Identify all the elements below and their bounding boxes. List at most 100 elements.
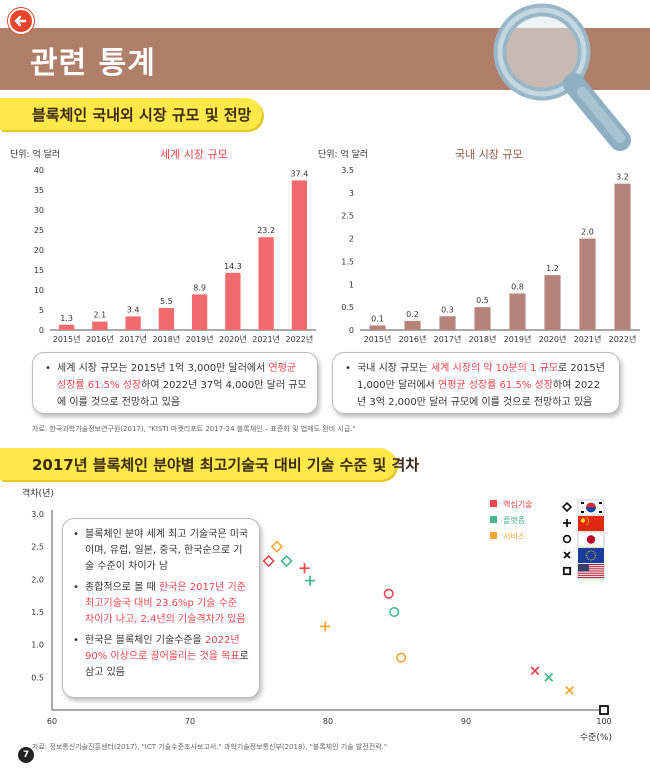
- x-tick-label: 90: [461, 717, 471, 726]
- square-marker: [599, 705, 609, 715]
- page-title: 관련 통계: [30, 46, 156, 81]
- tech-note-text-3-end: 로 삼고 있음: [85, 651, 249, 678]
- taegeuk-top: [586, 502, 596, 508]
- usa-flag-icon: [577, 563, 605, 580]
- bar-value-label: 0.8: [511, 282, 524, 291]
- bar-value-label: 3.2: [616, 173, 629, 182]
- back-button[interactable]: [8, 8, 34, 34]
- plus-marker: [305, 575, 316, 586]
- domestic-note-item: 국내 시장 규모는 세계 시장의 약 10분의 1 규모로 2015년 1,00…: [345, 360, 609, 411]
- flag-canton: [578, 564, 589, 572]
- diamond-marker: [561, 501, 573, 513]
- domestic-chart-title: 국내 시장 규모: [455, 148, 523, 161]
- magnifier-icon: [493, 3, 631, 151]
- y-tick-label: 3: [349, 189, 354, 198]
- tech-note-text-1: 블록체인 분야 세계 최고 기술국은 미국이며, 유럽, 일본, 중국, 한국순…: [85, 529, 249, 572]
- y-tick-label: 0.5: [341, 303, 354, 312]
- x-tick-label: 2017년: [434, 334, 462, 344]
- x-tick-label: 80: [323, 717, 333, 726]
- eu-star: [588, 558, 590, 560]
- source-note-1: 자료: 한국과학기술정보연구원(2017), "KISTI 마켓리포트 2017…: [32, 425, 356, 433]
- bar: [579, 238, 596, 330]
- small-star: [587, 521, 590, 524]
- world-note-highlight: 연평균 성장률 61.5% 성장: [57, 363, 297, 391]
- y-tick-label: 40: [34, 166, 44, 175]
- big-star: [580, 518, 586, 523]
- x-tick-label: 70: [185, 717, 195, 726]
- bar: [614, 183, 631, 330]
- y-tick-label: 1.5: [341, 257, 354, 266]
- y-tick-label: 3.5: [341, 166, 354, 175]
- eu-star: [590, 559, 592, 561]
- eu-flag-icon: [578, 548, 604, 563]
- bar-value-label: 5.5: [160, 297, 173, 306]
- y-tick-label: 3.0: [31, 510, 44, 519]
- bar: [369, 325, 386, 330]
- back-arrow-icon: [14, 15, 27, 27]
- trigram: [599, 502, 602, 504]
- x-tick-label: 2020년: [219, 334, 247, 344]
- x-tick-label: 2018년: [469, 334, 497, 344]
- domestic-note-text: 국내 시장 규모는: [357, 363, 431, 374]
- eu-star: [594, 552, 596, 554]
- x-tick-label: 2022년: [286, 334, 314, 344]
- y-axis-label: 격차(년): [22, 487, 54, 499]
- x-tick-label: 2016년: [86, 334, 114, 344]
- bar-value-label: 0.1: [371, 314, 384, 323]
- bar: [158, 308, 175, 330]
- legend-label: 핵심기술: [503, 499, 532, 509]
- x-tick-label: 2019년: [504, 334, 532, 344]
- y-tick-label: 0.5: [31, 673, 44, 682]
- bar-value-label: 1.3: [60, 314, 73, 323]
- flag-field: [578, 548, 604, 563]
- domestic-note-highlight-2: 연평균 성장률 61.5% 성장: [438, 380, 553, 391]
- plus-marker: [299, 563, 310, 574]
- flag-stripe: [578, 570, 604, 572]
- tech-note-text-3: 한국은 블록체인 기술수준을: [85, 635, 205, 646]
- domestic-market-chart: 0 0.5 1 1.5 2 2.5 3 3.5 0.1 2015년 0.2 2016년 0.3 2017년…: [341, 166, 640, 344]
- x-tick-label: 2018년: [153, 334, 181, 344]
- domestic-note-text-mid: 로 2015년 1,000만 달러에서: [357, 363, 605, 391]
- bar: [191, 294, 208, 330]
- plus-marker: [563, 519, 571, 527]
- legend-swatch: [490, 516, 497, 523]
- tech-note-highlight-3: 2022년 90% 이상으로 끌어올리는 것을 목표: [85, 635, 240, 662]
- bar-value-label: 0.2: [406, 310, 419, 319]
- diamond-marker: [270, 540, 284, 553]
- x-tick-label: 100: [596, 717, 611, 726]
- bar: [125, 316, 141, 330]
- bar: [509, 293, 526, 330]
- circle-marker: [389, 606, 400, 618]
- bar-value-label: 2.1: [94, 311, 107, 320]
- x-tick-label: 2021년: [574, 334, 602, 344]
- diamond-marker: [262, 554, 275, 568]
- y-tick-label: 30: [34, 206, 44, 215]
- y-tick-label: 0: [349, 326, 354, 335]
- y-tick-label: 2.5: [31, 543, 44, 552]
- world-market-note: 세계 시장 규모는 2015년 1억 3,000만 달러에서 연평균 성장률 6…: [32, 352, 318, 414]
- china-flag-icon: [578, 516, 604, 531]
- bar: [58, 324, 75, 330]
- x-marker: [565, 686, 574, 695]
- world-unit-label: 단위: 억 달러: [10, 150, 61, 160]
- flag-stripe: [578, 568, 604, 570]
- tech-note-highlight-2: 한국은 2017년 기준 최고기술국 대비 23.6%p 기술 수준 차이가 나…: [85, 582, 246, 625]
- eu-star: [585, 554, 588, 557]
- x-marker: [563, 551, 571, 559]
- tech-note: 블록체인 분야 세계 최고 기술국은 미국이며, 유럽, 일본, 중국, 한국순…: [62, 518, 260, 698]
- section-title-tech-text: 2017년 블록체인 분야별 최고기술국 대비 기술 수준 및 격차: [32, 456, 420, 474]
- y-tick-label: 25: [34, 226, 44, 235]
- sun-disc: [586, 535, 596, 544]
- y-tick-label: 2: [349, 235, 354, 244]
- flag-stripe: [578, 564, 604, 566]
- eu-star: [586, 557, 588, 559]
- square-marker: [562, 566, 572, 576]
- bar-value-label: 37.4: [290, 169, 308, 178]
- section-title-market: 블록체인 국내외 시장 규모 및 전망: [0, 98, 262, 130]
- y-tick-label: 5: [39, 306, 44, 315]
- bar: [258, 237, 274, 330]
- page-number: 7: [18, 747, 34, 763]
- y-tick-label: 15: [34, 266, 44, 275]
- bar: [404, 320, 421, 330]
- world-market-chart: 0 5 10 15 20 25 30 35 40 1.3 2015년 2.1 2016년 3.4 2017년…: [34, 166, 316, 344]
